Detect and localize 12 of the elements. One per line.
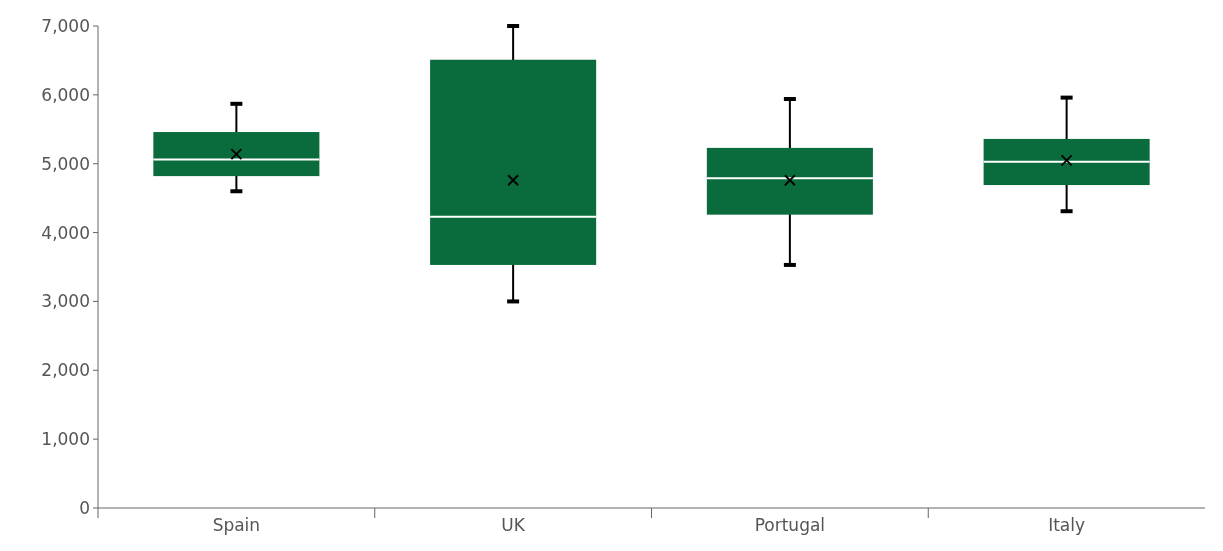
y-tick-label: 6,000 (41, 84, 90, 105)
x-tick-label: UK (501, 515, 526, 535)
y-tick-label: 7,000 (41, 15, 90, 36)
x-tick-label: Italy (1048, 515, 1086, 535)
y-tick-label: 1,000 (41, 429, 90, 450)
y-tick-label: 4,000 (41, 222, 90, 243)
x-tick-label: Spain (212, 515, 261, 535)
y-tick-label: 3,000 (41, 291, 90, 312)
y-tick-label: 5,000 (41, 153, 90, 174)
y-tick-label: 0 (79, 497, 90, 518)
x-tick-label: Portugal (754, 515, 826, 535)
y-tick-label: 2,000 (41, 360, 90, 381)
